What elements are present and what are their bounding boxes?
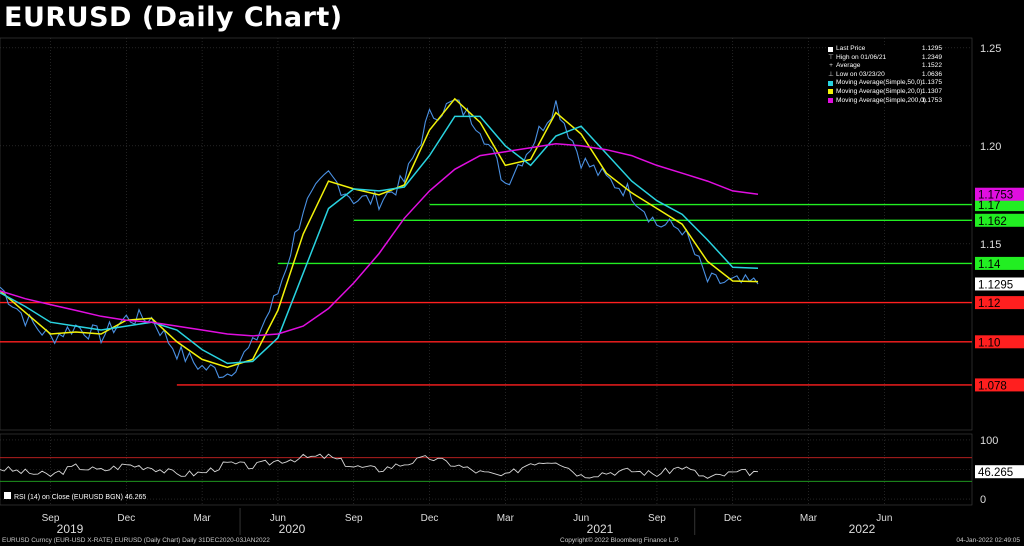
legend-label: Moving Average(Simple,20,0) — [836, 87, 923, 95]
legend-swatch — [828, 80, 833, 86]
grid-layer — [0, 37, 973, 506]
level-tag-label: 1.10 — [978, 337, 1000, 349]
level-tag-label: 1.078 — [978, 380, 1007, 392]
x-tick-label: Dec — [421, 513, 439, 524]
high-marker-icon: ⊤ — [828, 53, 834, 61]
price-series-line — [0, 99, 759, 379]
x-tick-label: Sep — [648, 513, 666, 524]
level-tag — [975, 335, 1024, 349]
chart-title: EURUSD (Daily Chart) — [4, 2, 343, 33]
price-tag-label: 1.1295 — [978, 279, 1013, 291]
legend-label: Moving Average(Simple,50,0) — [836, 79, 923, 87]
x-tick-label: Dec — [117, 513, 135, 524]
y-tick-label: 1.15 — [980, 239, 1001, 251]
legend-item: ⊥ Low on 03/23/20 1.0636 — [828, 71, 942, 80]
rsi-value-tag — [975, 465, 1024, 479]
x-tick-label: Mar — [800, 513, 818, 524]
legend-item: + Average 1.1522 — [828, 62, 942, 71]
legend-swatch — [828, 89, 833, 95]
legend-label: Low on 03/23/20 — [836, 70, 885, 78]
axis-layer: Sep Dec Mar Jun Sep Dec Mar Jun Sep Dec Mar Jun 2019… — [42, 43, 1024, 535]
level-tag — [975, 378, 1024, 392]
moving-average-line — [0, 143, 759, 337]
legend-value: 1.1375 — [921, 79, 942, 87]
legend-item: Moving Average(Simple,20,0) 1.1307 — [828, 88, 942, 97]
level-tag — [975, 256, 1024, 270]
x-tick-label: Jun — [573, 513, 589, 524]
level-tag — [975, 198, 1024, 212]
rsi-y-tick-label: 100 — [980, 435, 998, 447]
x-year-label: 2020 — [279, 522, 306, 535]
x-tick-label: Mar — [497, 513, 515, 524]
level-tag-label: 1.12 — [978, 298, 1000, 310]
rsi-legend-label: RSI (14) on Close (EURUSD BGN) 46.265 — [14, 494, 146, 501]
legend-item: Last Price 1.1295 — [828, 45, 942, 54]
level-tag-label: 1.14 — [978, 259, 1001, 271]
footer: EURUSD Curncy (EUR-USD X-RATE) EURUSD (D… — [0, 535, 1024, 546]
chart-legend: Last Price 1.1295 ⊤ High on 01/06/21 1.2349 +… — [828, 45, 942, 106]
moving-average-line — [0, 97, 759, 369]
rsi-panel-frame — [0, 433, 973, 506]
rsi-value-label: 46.265 — [978, 467, 1013, 479]
average-marker-icon: + — [829, 62, 833, 70]
footer-timestamp: 04-Jan-2022 02:49:05 — [956, 537, 1020, 544]
legend-swatch — [828, 98, 833, 104]
rsi-line — [0, 453, 759, 479]
legend-value: 1.1307 — [921, 87, 942, 95]
rsi-y-tick-label: 0 — [980, 494, 986, 506]
legend-label: Average — [836, 62, 861, 70]
price-tag — [975, 187, 1024, 201]
legend-label: High on 01/06/21 — [836, 53, 887, 61]
x-tick-label: Jun — [876, 513, 892, 524]
footer-source: EURUSD Curncy (EUR-USD X-RATE) EURUSD (D… — [2, 537, 270, 544]
moving-average-line — [0, 115, 759, 365]
legend-value: 1.2349 — [921, 53, 942, 61]
series-layer — [0, 97, 759, 379]
chart-canvas: Sep Dec Mar Jun Sep Dec Mar Jun Sep Dec Mar Jun 2019… — [0, 37, 1024, 535]
rsi-legend: RSI (14) on Close (EURUSD BGN) 46.265 — [4, 492, 146, 501]
x-tick-label: Mar — [194, 513, 212, 524]
y-tick-label: 1.20 — [980, 141, 1001, 153]
x-tick-label: Sep — [345, 513, 363, 524]
legend-value: 1.1753 — [921, 96, 942, 104]
x-year-label: 2022 — [849, 522, 876, 535]
legend-value: 1.1295 — [921, 45, 942, 52]
legend-item: ⊤ High on 01/06/21 1.2349 — [828, 54, 942, 63]
x-tick-label: Dec — [724, 513, 742, 524]
rsi-legend-swatch — [4, 492, 11, 499]
legend-item: Moving Average(Simple,200,0) 1.1753 — [828, 97, 942, 106]
last-price-marker-icon — [828, 46, 833, 52]
legend-item: Moving Average(Simple,50,0) 1.1375 — [828, 79, 942, 88]
x-year-label: 2019 — [57, 522, 84, 535]
x-tick-label: Sep — [42, 513, 60, 524]
legend-value: 1.1522 — [921, 62, 942, 70]
legend-value: 1.0636 — [921, 70, 942, 78]
price-tag — [975, 277, 1024, 291]
level-tag-label: 1.162 — [978, 216, 1007, 228]
level-tag — [975, 296, 1024, 310]
x-year-label: 2021 — [587, 522, 614, 535]
legend-label: Moving Average(Simple,200,0) — [836, 96, 927, 104]
y-tick-label: 1.25 — [980, 43, 1001, 55]
footer-copyright: Copyright© 2022 Bloomberg Finance L.P. — [560, 537, 680, 544]
legend-label: Last Price — [836, 45, 866, 52]
low-marker-icon: ⊥ — [828, 70, 834, 78]
main-panel-frame — [0, 37, 973, 431]
price-tag-label: 1.1753 — [978, 190, 1013, 202]
support-resistance-layer — [0, 203, 972, 386]
level-tag — [975, 213, 1024, 227]
x-tick-label: Jun — [270, 513, 286, 524]
level-tag-label: 1.17 — [978, 200, 1000, 212]
